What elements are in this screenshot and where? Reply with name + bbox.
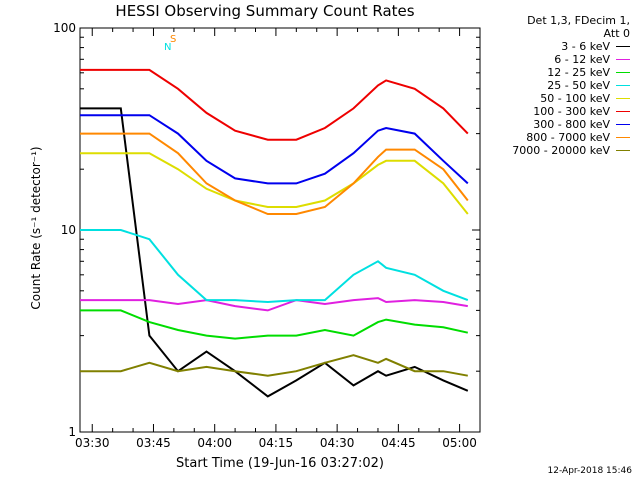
- y-tick-label: 10: [61, 223, 76, 237]
- series-line: [80, 132, 469, 215]
- legend-swatch: [616, 124, 630, 125]
- legend-swatch: [616, 46, 630, 47]
- legend-swatch: [616, 111, 630, 112]
- legend-swatch: [616, 137, 630, 138]
- y-axis-label: Count Rate (s⁻¹ detector⁻¹): [29, 146, 43, 309]
- legend-header-text: Det 1,3, FDecim 1,: [527, 14, 630, 27]
- series-line: [80, 297, 468, 312]
- legend-label: 300 - 800 keV: [533, 118, 610, 131]
- legend-entry: 6 - 12 keV: [470, 53, 630, 66]
- chart-title: HESSI Observing Summary Count Rates: [115, 2, 414, 20]
- timestamp: 12-Apr-2018 15:46: [547, 466, 632, 476]
- legend-header-line: Det 1,3, FDecim 1,: [470, 14, 630, 27]
- series-line: [80, 114, 469, 185]
- legend-label: 25 - 50 keV: [547, 79, 610, 92]
- x-tick-label: 04:00: [197, 436, 232, 450]
- legend-swatch: [616, 150, 630, 151]
- legend-label: 3 - 6 keV: [561, 40, 610, 53]
- legend-entry: 100 - 300 keV: [470, 105, 630, 118]
- legend-entry: 800 - 7000 keV: [470, 131, 630, 144]
- x-tick-label: 05:00: [442, 436, 477, 450]
- legend-label: 7000 - 20000 keV: [512, 144, 610, 157]
- legend-label: 800 - 7000 keV: [526, 131, 610, 144]
- legend-items: 3 - 6 keV 6 - 12 keV 12 - 25 keV 25 - 50 ke…: [470, 40, 630, 157]
- legend-label: 6 - 12 keV: [554, 53, 610, 66]
- x-axis-label: Start Time (19-Jun-16 03:27:02): [176, 456, 384, 471]
- legend-swatch: [616, 72, 630, 73]
- x-tick-label: 04:30: [320, 436, 355, 450]
- series-line: [80, 354, 468, 377]
- x-tick-label: 03:30: [75, 436, 110, 450]
- legend-entry: 25 - 50 keV: [470, 79, 630, 92]
- legend-swatch: [616, 59, 630, 60]
- series-line: [80, 107, 469, 398]
- legend-entry: 3 - 6 keV: [470, 40, 630, 53]
- x-tick-label: 04:15: [259, 436, 294, 450]
- plot-area: 03:30 03:45 04:00 04:15 04:30 04:45 05:00 1 10 10…: [53, 21, 481, 450]
- legend-label: 100 - 300 keV: [533, 105, 610, 118]
- legend-swatch: [616, 98, 630, 99]
- legend-label: 12 - 25 keV: [547, 66, 610, 79]
- y-tick-label: 100: [53, 21, 76, 35]
- y-tick-label: 1: [68, 425, 76, 439]
- legend-entry: 50 - 100 keV: [470, 92, 630, 105]
- series-line: [80, 68, 469, 141]
- flag-label: S: [170, 34, 176, 45]
- legend-header-text: Att 0: [603, 27, 630, 40]
- legend-label: 50 - 100 keV: [540, 92, 610, 105]
- legend-swatch: [616, 85, 630, 86]
- x-tick-label: 04:45: [381, 436, 416, 450]
- legend: Det 1,3, FDecim 1, Att 0 3 - 6 keV 6 - 12…: [470, 14, 630, 157]
- legend-entry: 300 - 800 keV: [470, 118, 630, 131]
- flag-label: N: [164, 42, 171, 53]
- series-line: [80, 309, 469, 340]
- legend-entry: 7000 - 20000 keV: [470, 144, 630, 157]
- x-tick-label: 03:45: [136, 436, 171, 450]
- series-line: [80, 229, 469, 304]
- series-line: [80, 152, 469, 215]
- legend-header-line: Att 0: [470, 27, 630, 40]
- legend-entry: 12 - 25 keV: [470, 66, 630, 79]
